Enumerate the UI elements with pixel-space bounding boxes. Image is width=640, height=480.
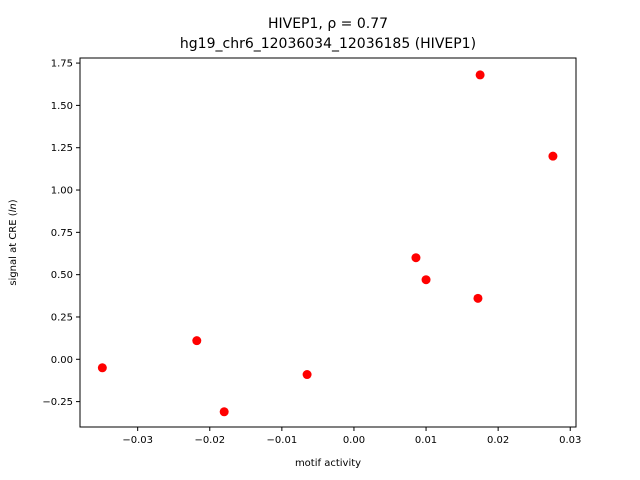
y-tick-label: 1.25	[51, 143, 73, 154]
data-point	[421, 275, 431, 285]
data-point	[97, 363, 107, 373]
y-tick-label: 1.50	[51, 101, 73, 112]
data-point	[302, 370, 312, 380]
x-tick-label: −0.02	[194, 435, 225, 446]
axes-frame	[79, 57, 577, 428]
data-point	[475, 70, 485, 80]
y-tick-label: 1.75	[51, 59, 73, 70]
data-point	[473, 293, 483, 303]
data-point	[548, 151, 558, 161]
x-axis-label: motif activity	[295, 458, 361, 469]
y-tick-label: 0.75	[51, 228, 73, 239]
y-tick-label: −0.25	[42, 397, 73, 408]
plot-area	[97, 70, 558, 417]
x-tick-label: 0.03	[559, 435, 581, 446]
chart-title: HIVEP1, ρ = 0.77	[268, 16, 388, 32]
y-tick-label: 1.00	[51, 186, 73, 197]
x-tick-label: −0.01	[267, 435, 298, 446]
y-axis: −0.25 0.00 0.25 0.50 0.75 1.00 1.25 1.50 1.75	[42, 59, 80, 408]
x-axis: −0.03 −0.02 −0.01 0.00 0.01 0.02 0.03	[122, 427, 581, 446]
data-point	[192, 336, 202, 346]
data-point	[411, 253, 421, 263]
y-axis-label: signal at CRE (ln)	[8, 199, 19, 285]
data-point	[219, 407, 229, 417]
x-tick-label: 0.02	[487, 435, 509, 446]
x-tick-label: 0.00	[343, 435, 365, 446]
x-tick-label: 0.01	[415, 435, 437, 446]
y-tick-label: 0.25	[51, 312, 73, 323]
chart-subtitle: hg19_chr6_12036034_12036185 (HIVEP1)	[180, 36, 476, 52]
y-tick-label: 0.00	[51, 355, 73, 366]
y-tick-label: 0.50	[51, 270, 73, 281]
x-tick-label: −0.03	[122, 435, 153, 446]
